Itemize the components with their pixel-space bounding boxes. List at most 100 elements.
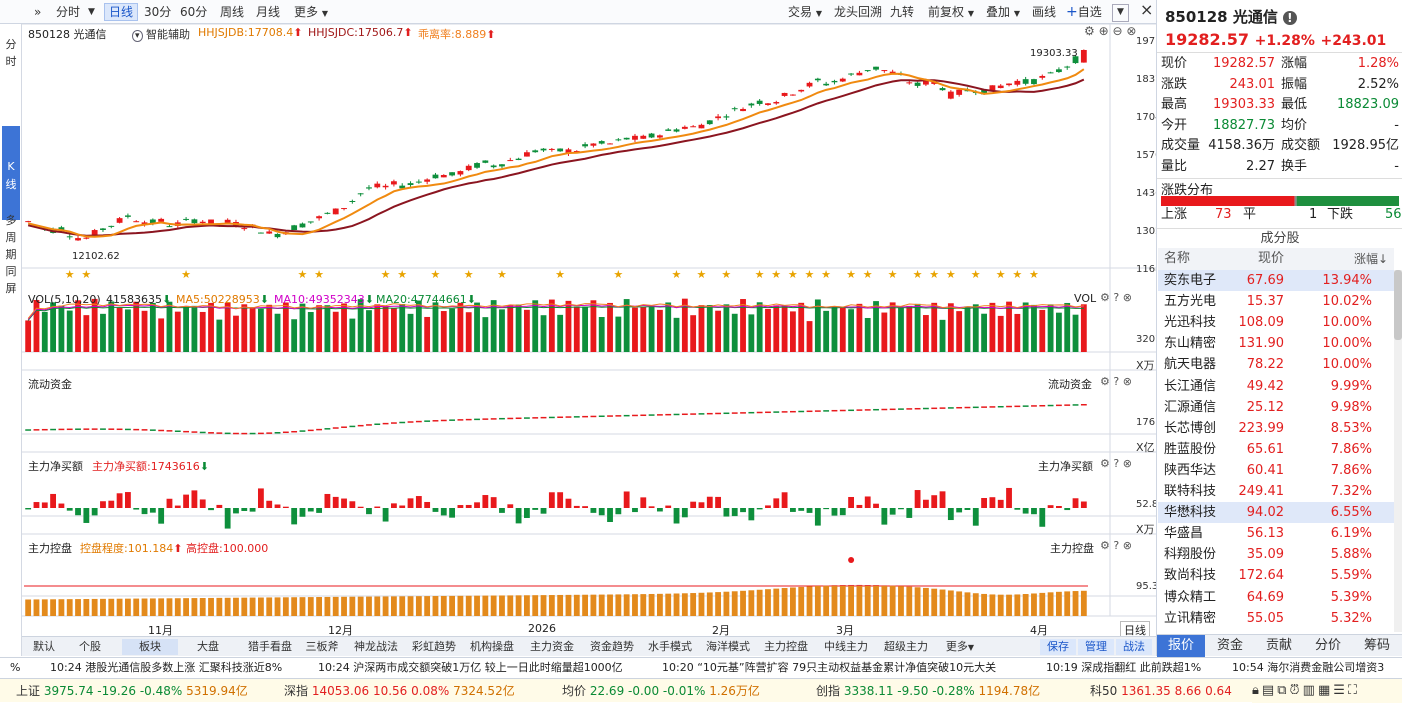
indicator-tab[interactable]: 神龙战法: [348, 639, 404, 655]
indicator-tab[interactable]: 机构操盘: [464, 639, 520, 655]
close-icon[interactable]: ⊗: [1123, 539, 1132, 552]
info-icon[interactable]: !: [1283, 11, 1296, 25]
vol-panel-controls[interactable]: ⚙ ? ⊗: [1100, 291, 1132, 304]
indicator-tab[interactable]: 彩虹趋势: [406, 639, 462, 655]
settings-icon[interactable]: ⚙: [1100, 539, 1110, 552]
close-icon[interactable]: ⊗: [1126, 24, 1136, 38]
tab-funds[interactable]: 资金: [1206, 635, 1254, 657]
chevron-down-icon[interactable]: ▼: [84, 3, 99, 21]
indicator-tab[interactable]: 板块: [122, 639, 178, 655]
help-icon[interactable]: ?: [1113, 291, 1119, 304]
manage-button[interactable]: 管理: [1078, 639, 1114, 655]
settings-icon[interactable]: ⚙: [1100, 375, 1110, 388]
longtou-button[interactable]: 龙头回溯: [830, 3, 886, 21]
constituents-scrollbar[interactable]: [1394, 270, 1402, 632]
toolbar-dropdown-icon[interactable]: ▼: [1112, 4, 1129, 22]
indicator-tab[interactable]: 海洋模式: [700, 639, 756, 655]
chart-icon[interactable]: ▥: [1303, 683, 1318, 698]
indicator-tab[interactable]: 大盘: [188, 639, 228, 655]
alarm-icon[interactable]: ⏰︎: [1290, 683, 1303, 698]
smart-assist-toggle[interactable]: ▾ 智能辅助: [132, 26, 190, 42]
index-item[interactable]: 科50 1361.35 8.66 0.64: [1090, 679, 1232, 703]
settings-icon[interactable]: ⚙: [1100, 291, 1110, 304]
help-icon[interactable]: ?: [1113, 539, 1119, 552]
header-chg[interactable]: 涨幅↓: [1354, 248, 1388, 270]
tab-quote[interactable]: 报价: [1157, 635, 1205, 657]
view-kline[interactable]: K 线: [2, 126, 20, 220]
close-icon[interactable]: ×: [1136, 1, 1157, 19]
view-fenshi[interactable]: 分 时: [0, 36, 22, 70]
indicator-tab[interactable]: 中线主力: [818, 639, 874, 655]
huaxian-button[interactable]: 画线: [1028, 3, 1060, 21]
news-item[interactable]: 10:20 “10元基”阵营扩容 79只主动权益基金累计净值突破10元大关: [662, 658, 996, 678]
tab-chips[interactable]: 筹码: [1353, 635, 1401, 657]
indicator-tab[interactable]: 三板斧: [300, 639, 344, 655]
indicator-tab[interactable]: 猎手看盘: [242, 639, 298, 655]
close-icon[interactable]: ⊗: [1123, 375, 1132, 388]
indicator-tab[interactable]: 默认: [24, 639, 64, 655]
period-zhouxian[interactable]: 周线: [216, 3, 248, 21]
indicator-tab[interactable]: 主力控盘: [758, 639, 814, 655]
indicator-tab[interactable]: 主力资金: [524, 639, 580, 655]
net-panel-controls[interactable]: ⚙ ? ⊗: [1100, 457, 1132, 470]
indicator-tab[interactable]: 超级主力: [878, 639, 934, 655]
jiaoyi-button[interactable]: 交易 ▼: [784, 3, 826, 21]
news-item[interactable]: 10:24 港股光通信股多数上涨 汇聚科技涨近8%: [50, 658, 282, 678]
news-item[interactable]: 10:54 海尔消费金融公司增资3: [1232, 658, 1402, 678]
period-rixian[interactable]: 日线: [104, 3, 138, 21]
view-multi-period[interactable]: 多 周 期 同 屏: [0, 212, 22, 297]
diejia-button[interactable]: 叠加 ▼: [982, 3, 1024, 21]
zixuan-button[interactable]: +自选: [1062, 3, 1106, 21]
settings-icon[interactable]: ⚙: [1100, 457, 1110, 470]
window-icon[interactable]: ⧉: [1277, 683, 1289, 698]
header-price[interactable]: 现价: [1258, 248, 1284, 270]
indicator-tab[interactable]: 个股: [70, 639, 110, 655]
main-chart[interactable]: ★★★★★★★★★★★★★★★★★★★★★★★★★★★★★★ 850128 光通…: [22, 24, 1156, 636]
fullscreen-icon[interactable]: ⛶: [1348, 683, 1360, 698]
list-icon[interactable]: ▤: [1262, 683, 1277, 698]
display-icon[interactable]: ▦: [1318, 683, 1333, 698]
index-item[interactable]: 深指 14053.06 10.56 0.08% 7324.52亿: [284, 679, 515, 703]
period-yuexian[interactable]: 月线: [252, 3, 284, 21]
help-icon[interactable]: ?: [1113, 375, 1119, 388]
news-item[interactable]: 10:19 深成指翻红 此前跌超1%: [1046, 658, 1201, 678]
scrollbar-thumb[interactable]: [1394, 270, 1402, 340]
menu-icon[interactable]: ☰: [1333, 683, 1348, 698]
indicator-tab[interactable]: 资金趋势: [584, 639, 640, 655]
price-panel-controls[interactable]: ⚙ ⊕ ⊖ ⊗: [1084, 24, 1136, 38]
tab-contribution[interactable]: 贡献: [1255, 635, 1303, 657]
fuquan-button[interactable]: 前复权 ▼: [924, 3, 978, 21]
close-icon[interactable]: ⊗: [1123, 291, 1132, 304]
settings-icon[interactable]: ⚙: [1084, 24, 1095, 38]
period-fenshi[interactable]: 分时: [52, 3, 84, 21]
lock-icon[interactable]: 🔒︎: [1252, 683, 1262, 698]
index-item[interactable]: 创指 3338.11 -9.50 -0.28% 1194.78亿: [816, 679, 1040, 703]
flow-panel-controls[interactable]: ⚙ ? ⊗: [1100, 375, 1132, 388]
period-30min[interactable]: 30分: [140, 3, 175, 21]
indicator-tab[interactable]: 水手模式: [642, 639, 698, 655]
remove-icon[interactable]: ⊖: [1112, 24, 1122, 38]
expand-icon[interactable]: »: [30, 3, 45, 21]
tab-price-dist[interactable]: 分价: [1304, 635, 1352, 657]
indicator-tab-more[interactable]: 更多▼: [938, 639, 982, 655]
close-icon[interactable]: ⊗: [1123, 457, 1132, 470]
index-bar-tools[interactable]: 🔒︎▤⧉⏰︎▥▦☰⛶: [1252, 679, 1402, 703]
header-name[interactable]: 名称: [1164, 248, 1190, 270]
news-item[interactable]: 10:24 沪深两市成交额突破1万亿 较上一日此时缩量超1000亿: [318, 658, 623, 678]
